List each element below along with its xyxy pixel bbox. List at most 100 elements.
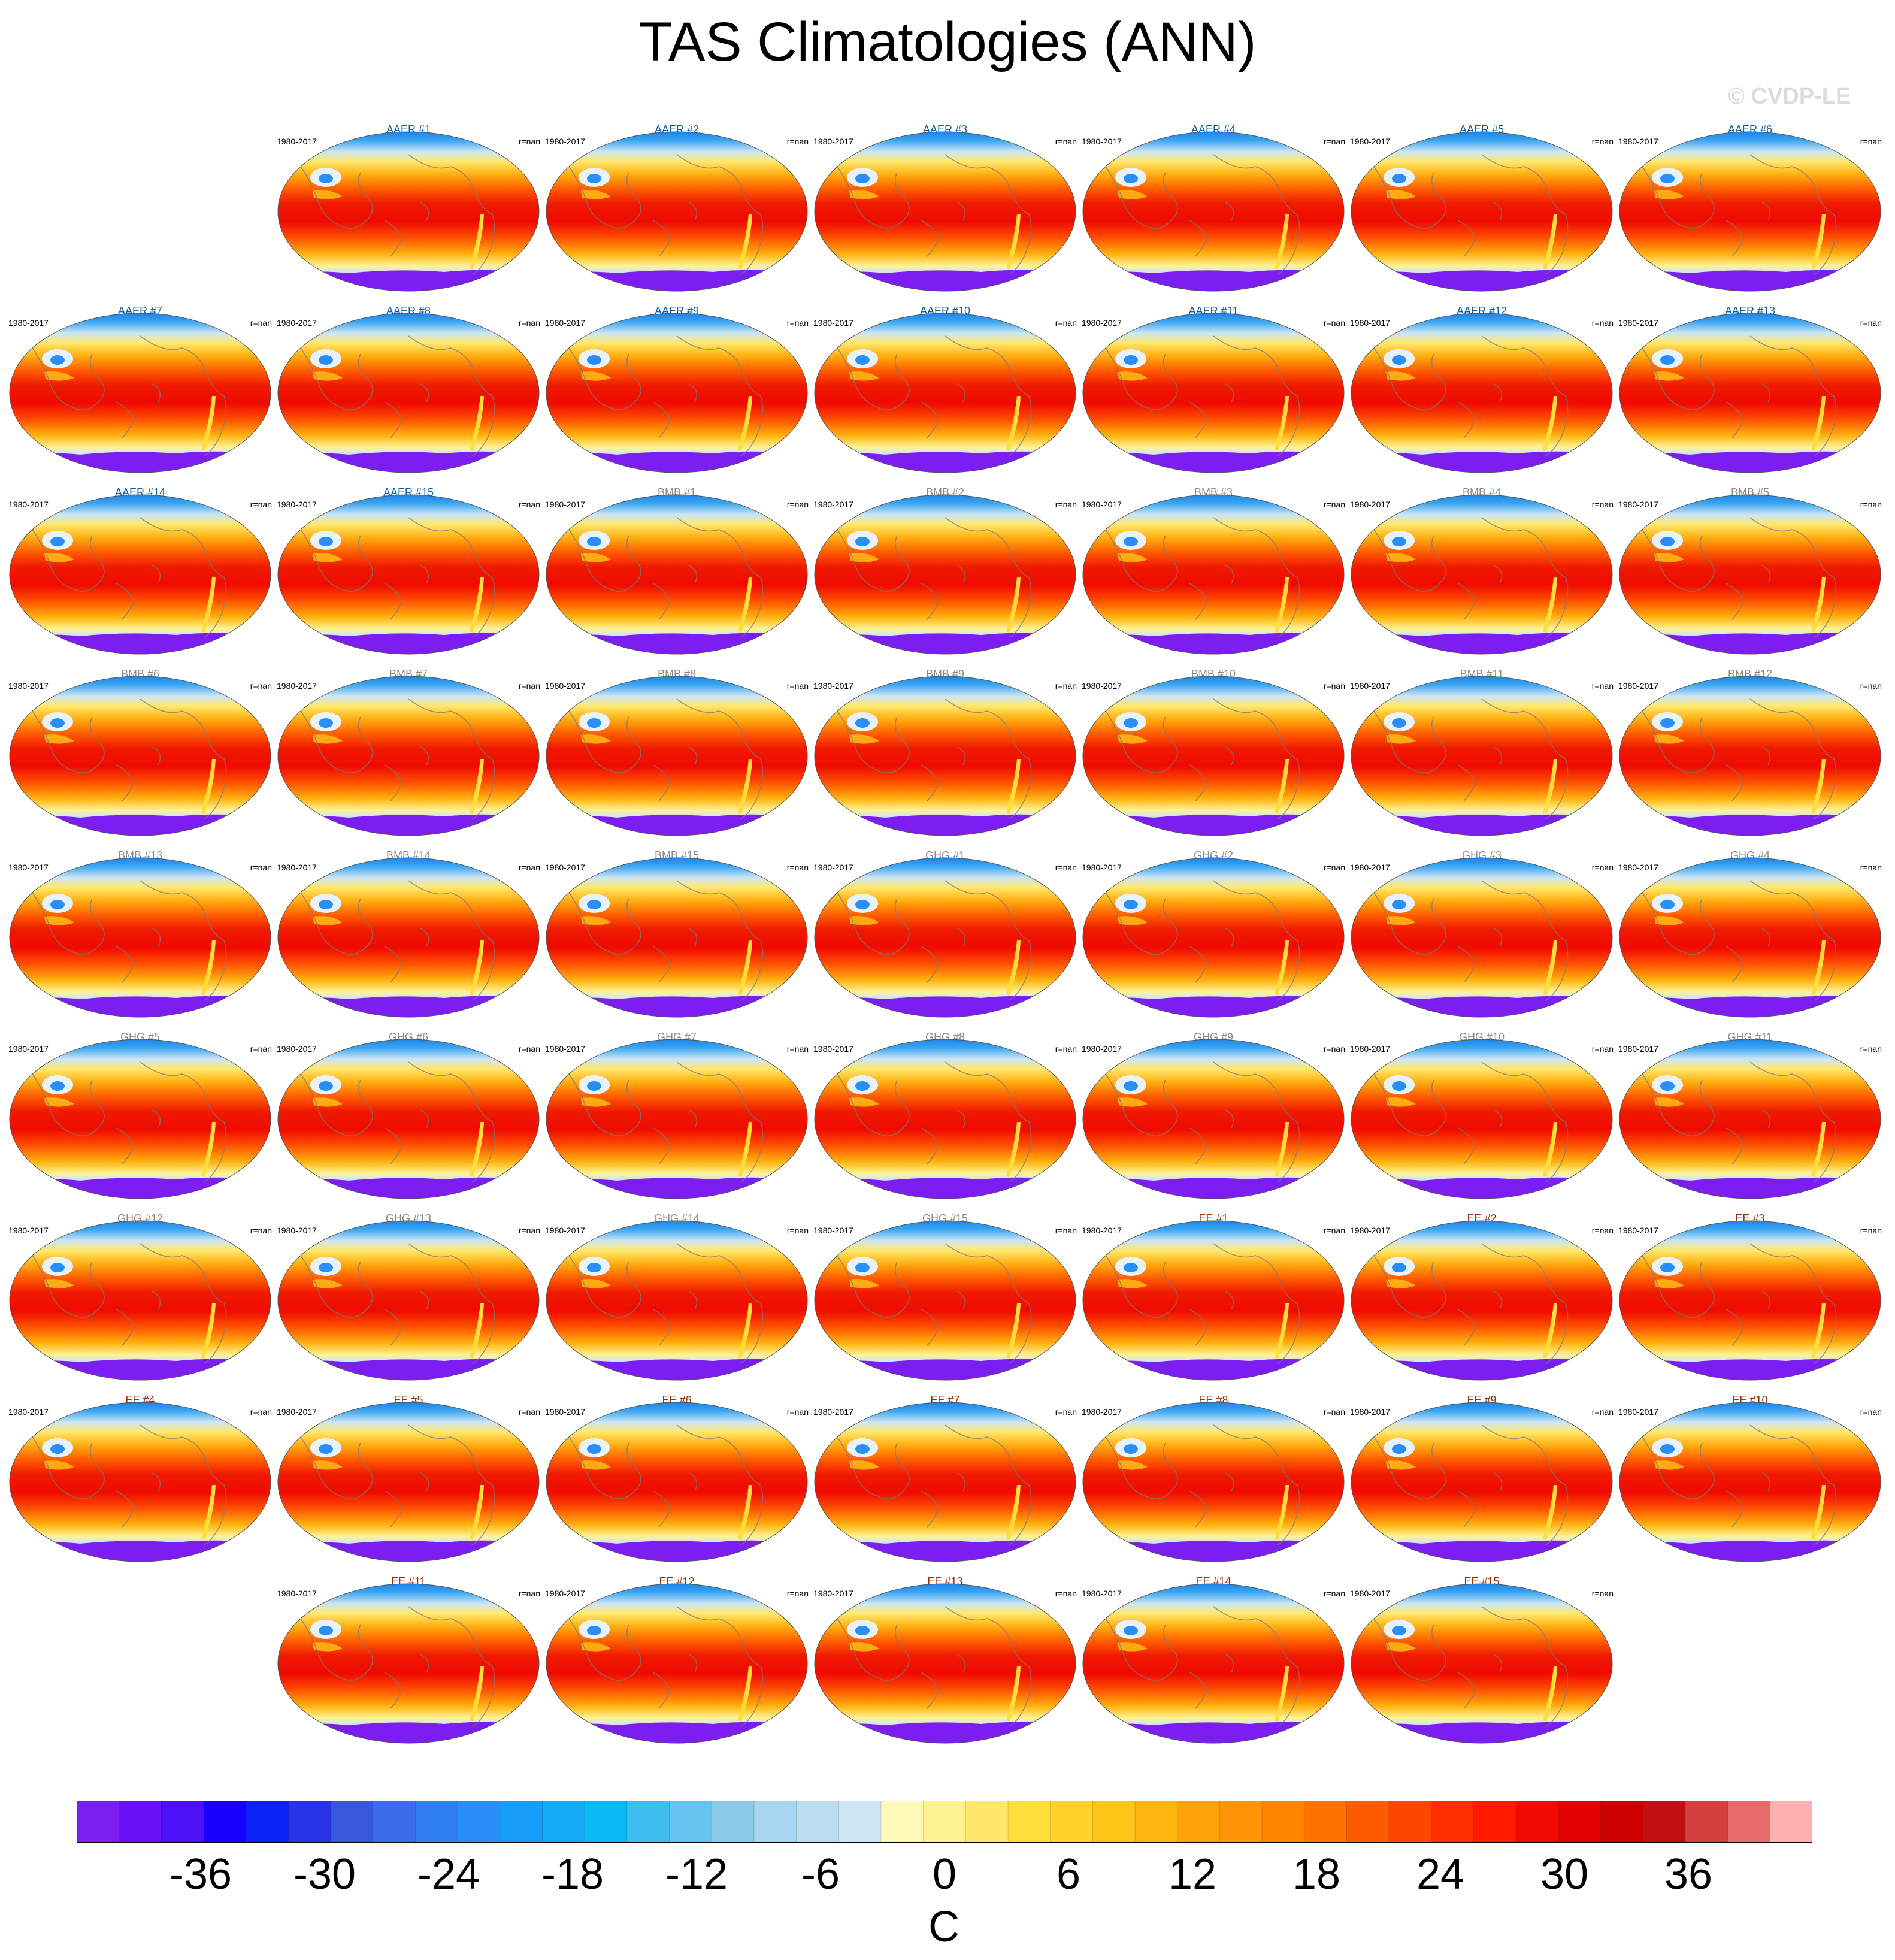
temperature-field xyxy=(1619,858,1881,1017)
greenland-core xyxy=(587,1081,601,1091)
globe-map xyxy=(546,494,808,655)
panel-correlation: r=nan xyxy=(786,681,809,691)
temperature-field xyxy=(1351,858,1612,1017)
globe-outline xyxy=(546,131,808,292)
colorbar-swatch xyxy=(415,1801,458,1843)
greenland-core xyxy=(50,718,65,728)
globe-map xyxy=(1619,857,1881,1018)
andes-cool-region xyxy=(470,1303,484,1359)
temperature-field xyxy=(10,495,271,654)
map-panel: BMB #9 1980-2017 r=nan xyxy=(813,664,1077,844)
panel-correlation: r=nan xyxy=(518,1589,540,1598)
temperature-field xyxy=(1351,676,1612,836)
coastlines xyxy=(1373,517,1569,638)
panel-correlation: r=nan xyxy=(250,1044,272,1054)
antarctica-region xyxy=(278,1722,539,1743)
coastlines xyxy=(568,517,764,638)
coastlines xyxy=(1642,1061,1837,1182)
temperature-field xyxy=(10,1221,271,1380)
tibet-cool-region xyxy=(44,734,74,744)
globe-map xyxy=(1082,1583,1345,1744)
globe-map xyxy=(546,1039,808,1199)
greenland-core xyxy=(1392,1444,1406,1454)
tibet-cool-region xyxy=(1654,1279,1684,1288)
antarctica-region xyxy=(1619,1177,1881,1199)
panel-correlation: r=nan xyxy=(1860,318,1882,328)
colorbar-swatch xyxy=(331,1801,374,1843)
antarctica-region xyxy=(546,633,807,654)
tibet-cool-region xyxy=(1118,1279,1148,1288)
map-panel: EE #11 1980-2017 r=nan xyxy=(277,1572,540,1752)
temperature-field xyxy=(1619,1402,1881,1562)
tibet-cool-region xyxy=(1386,371,1416,381)
andes-cool-region xyxy=(738,214,752,270)
globe-map xyxy=(546,1583,808,1744)
antarctica-region xyxy=(1351,1359,1612,1380)
panel-period: 1980-2017 xyxy=(1618,1226,1658,1235)
antarctica-region xyxy=(815,633,1076,654)
andes-cool-region xyxy=(1543,1303,1557,1359)
map-panel: AAER #8 1980-2017 r=nan xyxy=(277,301,540,481)
greenland-core xyxy=(319,1263,333,1272)
map-panel: AAER #14 1980-2017 r=nan xyxy=(8,483,272,663)
temperature-field xyxy=(546,313,807,473)
colorbar-swatch xyxy=(1050,1801,1093,1843)
globe-outline xyxy=(1351,1583,1613,1744)
map-panel: AAER #10 1980-2017 r=nan xyxy=(813,301,1077,481)
colorbar-swatch xyxy=(1558,1801,1602,1843)
globe-outline xyxy=(546,1583,808,1744)
temperature-field xyxy=(1619,676,1881,836)
panel-correlation: r=nan xyxy=(1591,863,1614,872)
tibet-cool-region xyxy=(849,1279,879,1288)
globe-outline xyxy=(814,1402,1076,1562)
coastlines xyxy=(1105,154,1300,275)
globe-map xyxy=(814,676,1076,836)
globe-map xyxy=(1351,313,1613,473)
panel-correlation: r=nan xyxy=(786,1226,809,1235)
temperature-field xyxy=(815,313,1076,473)
andes-cool-region xyxy=(1811,1303,1826,1359)
globe-outline xyxy=(1351,131,1613,292)
map-panel: GHG #14 1980-2017 r=nan xyxy=(545,1209,809,1389)
greenland-core xyxy=(50,1444,65,1454)
colorbar-swatch xyxy=(458,1801,501,1843)
greenland-core xyxy=(1392,1081,1406,1091)
tibet-cool-region xyxy=(1654,1097,1684,1107)
panel-period: 1980-2017 xyxy=(545,1407,585,1417)
antarctica-region xyxy=(1083,1359,1344,1380)
globe-map xyxy=(9,676,271,836)
panel-period: 1980-2017 xyxy=(1618,137,1658,146)
panel-correlation: r=nan xyxy=(1591,1589,1614,1598)
panel-correlation: r=nan xyxy=(1055,863,1077,872)
map-panel: EE #15 1980-2017 r=nan xyxy=(1350,1572,1614,1752)
greenland-core xyxy=(50,355,65,365)
panel-correlation: r=nan xyxy=(1055,681,1077,691)
colorbar xyxy=(77,1801,1812,1843)
globe-outline xyxy=(1351,676,1613,836)
map-panel: AAER #11 1980-2017 r=nan xyxy=(1082,301,1345,481)
antarctica-region xyxy=(1619,451,1881,473)
coastlines xyxy=(1105,1424,1300,1545)
globe-outline xyxy=(277,1402,540,1562)
coastlines xyxy=(300,880,495,1001)
globe-map xyxy=(814,857,1076,1018)
globe-map xyxy=(546,676,808,836)
panel-period: 1980-2017 xyxy=(545,137,585,146)
globe-outline xyxy=(9,494,271,655)
coastlines xyxy=(1105,1606,1300,1727)
greenland-core xyxy=(587,1626,601,1635)
temperature-field xyxy=(1351,1039,1612,1199)
coastlines xyxy=(300,1061,495,1182)
map-panel: AAER #1 1980-2017 r=nan xyxy=(277,120,540,300)
antarctica-region xyxy=(1083,1540,1344,1562)
colorbar-swatch xyxy=(1092,1801,1136,1843)
greenland-core xyxy=(1124,718,1138,728)
globe-outline xyxy=(546,494,808,655)
greenland-core xyxy=(1392,1626,1406,1635)
coastlines xyxy=(1373,1606,1569,1727)
globe-outline xyxy=(1351,494,1613,655)
panel-period: 1980-2017 xyxy=(545,1589,585,1598)
antarctica-region xyxy=(1351,270,1612,291)
map-panel: BMB #13 1980-2017 r=nan xyxy=(8,846,272,1026)
